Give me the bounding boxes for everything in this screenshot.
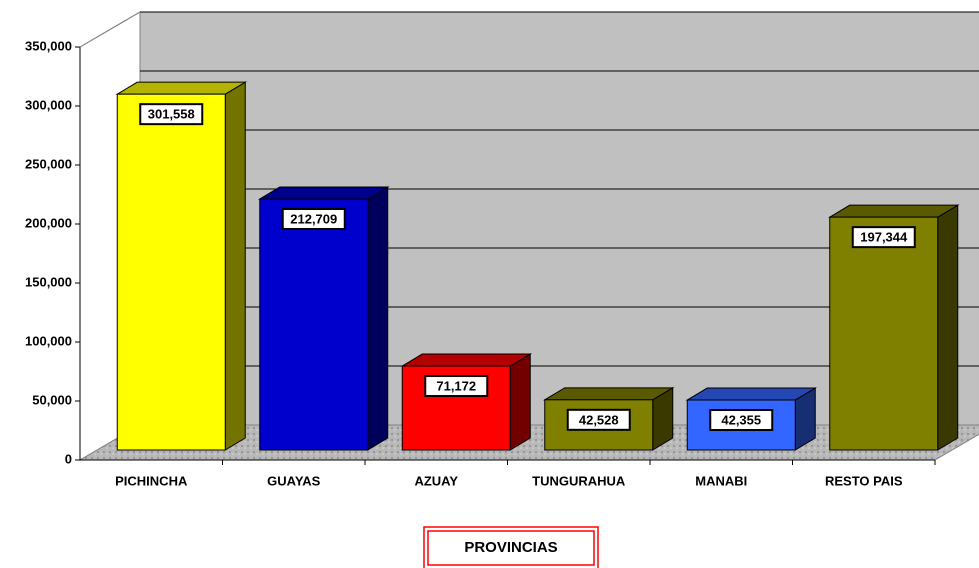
grid-top-diag [79, 11, 141, 48]
x-axis-title: PROVINCIAS [464, 539, 557, 556]
bar-top [685, 387, 818, 401]
x-label-frame [423, 526, 599, 568]
plot-area: 301,558 212,709 71,172 42,528 42,355 197,344 [75, 11, 979, 465]
y-tick-label: 350,000 [25, 38, 72, 53]
x-tick-label: MANABI [695, 473, 747, 488]
value-label-box [281, 208, 346, 231]
bar-side [509, 353, 531, 451]
bar [259, 198, 369, 451]
value-label: 42,528 [579, 412, 619, 427]
value-label: 212,709 [290, 211, 337, 226]
y-tick-label: 150,000 [25, 274, 72, 289]
y-tick-label: 200,000 [25, 215, 72, 230]
bar-top [827, 204, 960, 218]
y-tick-label: 100,000 [25, 333, 72, 348]
value-label-box [709, 409, 774, 432]
bar [829, 216, 939, 451]
x-tick-label: AZUAY [414, 473, 458, 488]
bar-top [400, 353, 533, 367]
y-tick-label: 50,000 [32, 392, 72, 407]
bar [116, 93, 226, 451]
value-label-box [139, 103, 204, 126]
bar-top [542, 387, 675, 401]
value-label: 301,558 [148, 107, 195, 122]
x-tick-label: TUNGURAHUA [532, 473, 626, 488]
value-label: 71,172 [436, 378, 476, 393]
bar-side [224, 81, 246, 451]
value-label: 197,344 [860, 230, 908, 245]
x-label-frame-inner [427, 530, 595, 566]
bar-side [937, 204, 959, 451]
bar-top [257, 186, 390, 200]
x-tick-label: PICHINCHA [115, 473, 188, 488]
value-label: 42,355 [721, 412, 761, 427]
y-tick-label: 300,000 [25, 97, 72, 112]
bar-side [367, 186, 389, 451]
y-tick-label: 0 [65, 451, 72, 466]
value-label-box [424, 375, 489, 398]
x-tick-label: GUAYAS [267, 473, 321, 488]
bar-top [115, 81, 248, 95]
x-tick-label: RESTO PAIS [825, 473, 903, 488]
value-label-box [566, 408, 631, 431]
value-label-box [851, 226, 916, 249]
y-tick-label: 250,000 [25, 156, 72, 171]
